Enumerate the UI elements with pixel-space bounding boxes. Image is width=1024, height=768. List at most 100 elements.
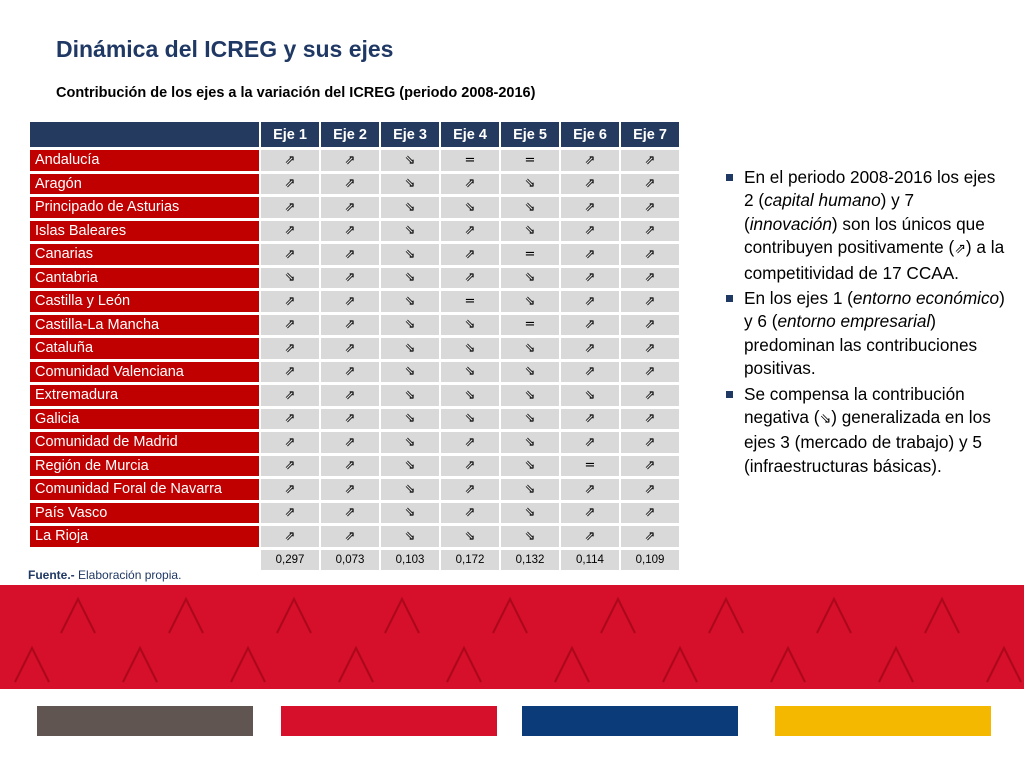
contribution-cell: ⇗ [621, 150, 679, 171]
contribution-cell: ⇗ [441, 455, 499, 476]
contribution-cell: = [501, 314, 559, 335]
contribution-cell: ⇗ [441, 502, 499, 523]
contribution-cell: ⇗ [621, 291, 679, 312]
contribution-cell: ⇗ [621, 314, 679, 335]
contribution-cell: ⇗ [621, 338, 679, 359]
contribution-cell: ⇗ [561, 502, 619, 523]
contribution-cell: ⇗ [561, 432, 619, 453]
contribution-cell: ⇘ [501, 361, 559, 382]
contribution-cell: ⇘ [381, 432, 439, 453]
table-row: Cataluña ⇗ ⇗ ⇘ ⇘ ⇘ ⇗ ⇗ [30, 338, 679, 359]
chevron-shape [168, 596, 204, 634]
region-name-cell: Comunidad Valenciana [30, 361, 259, 382]
totals-row: 0,297 0,073 0,103 0,172 0,132 0,114 0,109 [30, 549, 679, 571]
contribution-cell: ⇗ [621, 244, 679, 265]
region-name-cell: Comunidad de Madrid [30, 432, 259, 453]
chevron-shape [446, 645, 482, 683]
region-name-cell: Castilla-La Mancha [30, 314, 259, 335]
chevron-shape [276, 596, 312, 634]
table-row: Aragón ⇗ ⇗ ⇘ ⇗ ⇘ ⇗ ⇗ [30, 173, 679, 194]
table-header-row: Eje 1 Eje 2 Eje 3 Eje 4 Eje 5 Eje 6 Eje … [30, 122, 679, 147]
contribution-cell: ⇗ [441, 173, 499, 194]
contribution-cell: ⇘ [261, 267, 319, 288]
contribution-table: Eje 1 Eje 2 Eje 3 Eje 4 Eje 5 Eje 6 Eje … [28, 119, 681, 573]
square-bullet-icon [726, 174, 733, 181]
source-label: Fuente.- [28, 568, 75, 582]
contribution-cell: ⇗ [561, 479, 619, 500]
contribution-cell: ⇘ [501, 526, 559, 547]
contribution-cell: ⇗ [261, 291, 319, 312]
column-header: Eje 7 [621, 122, 679, 147]
region-name-cell: Región de Murcia [30, 455, 259, 476]
contribution-cell: ⇗ [441, 432, 499, 453]
contribution-cell: ⇘ [381, 385, 439, 406]
contribution-cell: ⇗ [561, 408, 619, 429]
contribution-cell: ⇘ [381, 361, 439, 382]
table-row: Región de Murcia ⇗ ⇗ ⇘ ⇗ ⇘ = ⇗ [30, 455, 679, 476]
table-row: Cantabria ⇘ ⇗ ⇘ ⇗ ⇘ ⇗ ⇗ [30, 267, 679, 288]
contribution-cell: = [441, 291, 499, 312]
chevron-shape [662, 645, 698, 683]
contribution-cell: ⇗ [621, 220, 679, 241]
note-text: En los ejes 1 ( [744, 288, 853, 309]
region-name-cell: Castilla y León [30, 291, 259, 312]
region-name-cell: Comunidad Foral de Navarra [30, 479, 259, 500]
contribution-cell: ⇘ [441, 408, 499, 429]
contribution-cell: ⇗ [621, 385, 679, 406]
arrow-symbol: ⇗ [954, 241, 966, 258]
contribution-cell: ⇘ [381, 291, 439, 312]
contribution-cell: ⇘ [501, 432, 559, 453]
chevron-shape [878, 645, 914, 683]
table-row: La Rioja ⇗ ⇗ ⇘ ⇘ ⇘ ⇗ ⇗ [30, 526, 679, 547]
contribution-cell: ⇗ [261, 502, 319, 523]
note-text: ) a la competitividad de 17 CCAA. [744, 237, 1005, 283]
contribution-cell: ⇗ [621, 526, 679, 547]
contribution-cell: ⇗ [261, 408, 319, 429]
contribution-cell: ⇗ [621, 502, 679, 523]
contribution-cell: ⇗ [561, 267, 619, 288]
contribution-cell: ⇗ [441, 479, 499, 500]
column-header: Eje 3 [381, 122, 439, 147]
contribution-cell: ⇗ [321, 479, 379, 500]
contribution-cell: ⇘ [381, 338, 439, 359]
table-row: Castilla-La Mancha ⇗ ⇗ ⇘ ⇘ = ⇗ ⇗ [30, 314, 679, 335]
note-text: innovación [749, 213, 832, 234]
contribution-cell: = [501, 244, 559, 265]
contribution-cell: ⇘ [501, 479, 559, 500]
contribution-cell: ⇗ [261, 173, 319, 194]
red-swatch-bar [281, 706, 497, 736]
table-row: Andalucía ⇗ ⇗ ⇘ = = ⇗ ⇗ [30, 150, 679, 171]
total-value-cell: 0,103 [381, 549, 439, 570]
contribution-cell: ⇗ [261, 314, 319, 335]
contribution-cell: ⇗ [561, 314, 619, 335]
table-row: País Vasco ⇗ ⇗ ⇘ ⇗ ⇘ ⇗ ⇗ [30, 502, 679, 523]
chevron-shape [708, 596, 744, 634]
contribution-cell: ⇗ [261, 220, 319, 241]
blue-swatch-bar [522, 706, 738, 736]
contribution-cell: ⇗ [321, 432, 379, 453]
note-text: capital humano [764, 190, 881, 211]
contribution-cell: ⇗ [261, 432, 319, 453]
contribution-cell: ⇘ [381, 267, 439, 288]
contribution-cell: ⇗ [321, 173, 379, 194]
contribution-cell: ⇗ [561, 244, 619, 265]
chevron-shape [770, 645, 806, 683]
contribution-cell: ⇗ [561, 197, 619, 218]
contribution-cell: ⇘ [501, 385, 559, 406]
chevron-shape [230, 645, 266, 683]
contribution-cell: ⇘ [381, 244, 439, 265]
note-text: ) son los únicos que contribuyen positiv… [744, 213, 985, 258]
note-text: En el periodo 2008-2016 los ejes 2 ( [744, 167, 996, 211]
region-name-cell: Galicia [30, 408, 259, 429]
total-value-cell: 0,172 [441, 549, 499, 570]
contribution-cell: ⇘ [381, 408, 439, 429]
table-row: Comunidad de Madrid ⇗ ⇗ ⇘ ⇗ ⇘ ⇗ ⇗ [30, 432, 679, 453]
table-row: Comunidad Foral de Navarra ⇗ ⇗ ⇘ ⇗ ⇘ ⇗ ⇗ [30, 479, 679, 500]
region-name-cell: Canarias [30, 244, 259, 265]
table-row: Castilla y León ⇗ ⇗ ⇘ = ⇘ ⇗ ⇗ [30, 291, 679, 312]
bullet-note: En los ejes 1 (entorno económico) y 6 (e… [724, 287, 1006, 381]
table-row: Galicia ⇗ ⇗ ⇘ ⇘ ⇘ ⇗ ⇗ [30, 408, 679, 429]
region-name-cell: Cataluña [30, 338, 259, 359]
totals-blank-cell [30, 550, 259, 571]
contribution-cell: ⇗ [321, 150, 379, 171]
